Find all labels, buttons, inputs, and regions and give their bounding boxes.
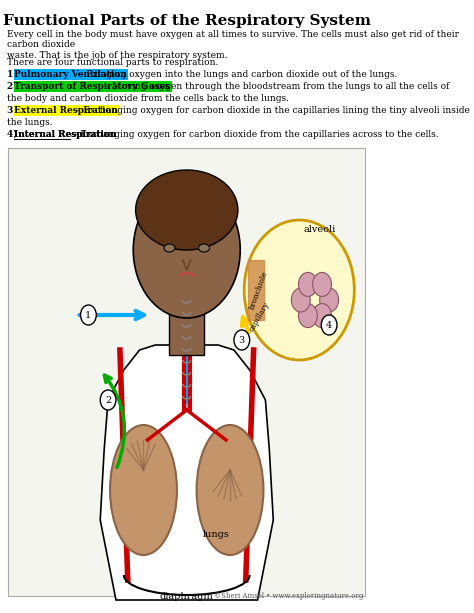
- Text: Internal Respiration: Internal Respiration: [15, 130, 117, 139]
- Text: 4): 4): [7, 130, 20, 139]
- Text: ©Sheri Amsel • www.exploringnature.org: ©Sheri Amsel • www.exploringnature.org: [214, 592, 364, 600]
- Circle shape: [81, 305, 96, 325]
- Ellipse shape: [197, 425, 264, 555]
- Ellipse shape: [110, 425, 177, 555]
- Text: 2): 2): [7, 82, 20, 91]
- Text: 1: 1: [85, 311, 91, 319]
- Circle shape: [321, 315, 337, 335]
- Text: 1): 1): [7, 70, 20, 79]
- Text: bronchiole: bronchiole: [248, 270, 270, 311]
- Text: 3): 3): [7, 106, 20, 115]
- Text: the lungs.: the lungs.: [7, 118, 52, 127]
- Text: capillary: capillary: [248, 300, 272, 333]
- Text: Internal Respiration: Internal Respiration: [15, 130, 117, 139]
- Text: diaphragm: diaphragm: [160, 592, 214, 601]
- PathPatch shape: [100, 345, 273, 600]
- Text: 4: 4: [326, 321, 332, 330]
- Circle shape: [319, 288, 338, 312]
- Text: Functional Parts of the Respiratory System: Functional Parts of the Respiratory Syst…: [3, 14, 371, 28]
- Circle shape: [244, 220, 354, 360]
- Text: Pulmonary Ventilation: Pulmonary Ventilation: [15, 70, 127, 79]
- Circle shape: [133, 182, 240, 318]
- Text: – Exchanging oxygen for carbon dioxide in the capillaries lining the tiny alveol: – Exchanging oxygen for carbon dioxide i…: [73, 106, 470, 115]
- Text: 2: 2: [105, 395, 111, 405]
- Bar: [169, 300, 204, 355]
- Ellipse shape: [164, 244, 175, 252]
- Text: alveoli: alveoli: [303, 225, 336, 234]
- Circle shape: [299, 272, 317, 297]
- Text: There are four functional parts to respiration.: There are four functional parts to respi…: [7, 58, 218, 67]
- Text: – Moving oxygen through the bloodstream from the lungs to all the cells of: – Moving oxygen through the bloodstream …: [102, 82, 449, 91]
- Circle shape: [100, 390, 116, 410]
- Text: lungs: lungs: [202, 530, 229, 539]
- Circle shape: [313, 272, 331, 297]
- Text: – Bringing oxygen into the lungs and carbon dioxide out of the lungs.: – Bringing oxygen into the lungs and car…: [75, 70, 397, 79]
- Text: Every cell in the body must have oxygen at all times to survive. The cells must : Every cell in the body must have oxygen …: [7, 30, 459, 60]
- Circle shape: [292, 288, 310, 312]
- Text: Transport of Respiratory Gases: Transport of Respiratory Gases: [15, 82, 171, 91]
- Text: 3: 3: [239, 335, 245, 345]
- Ellipse shape: [136, 170, 238, 250]
- Bar: [8, 148, 365, 596]
- Ellipse shape: [199, 244, 210, 252]
- Circle shape: [299, 303, 317, 327]
- Circle shape: [313, 303, 331, 327]
- Circle shape: [234, 330, 250, 350]
- Text: the body and carbon dioxide from the cells back to the lungs.: the body and carbon dioxide from the cel…: [7, 94, 289, 103]
- Text: – Exchanging oxygen for carbon dioxide from the capillaries across to the cells.: – Exchanging oxygen for carbon dioxide f…: [70, 130, 439, 139]
- Text: External Respiration: External Respiration: [15, 106, 118, 115]
